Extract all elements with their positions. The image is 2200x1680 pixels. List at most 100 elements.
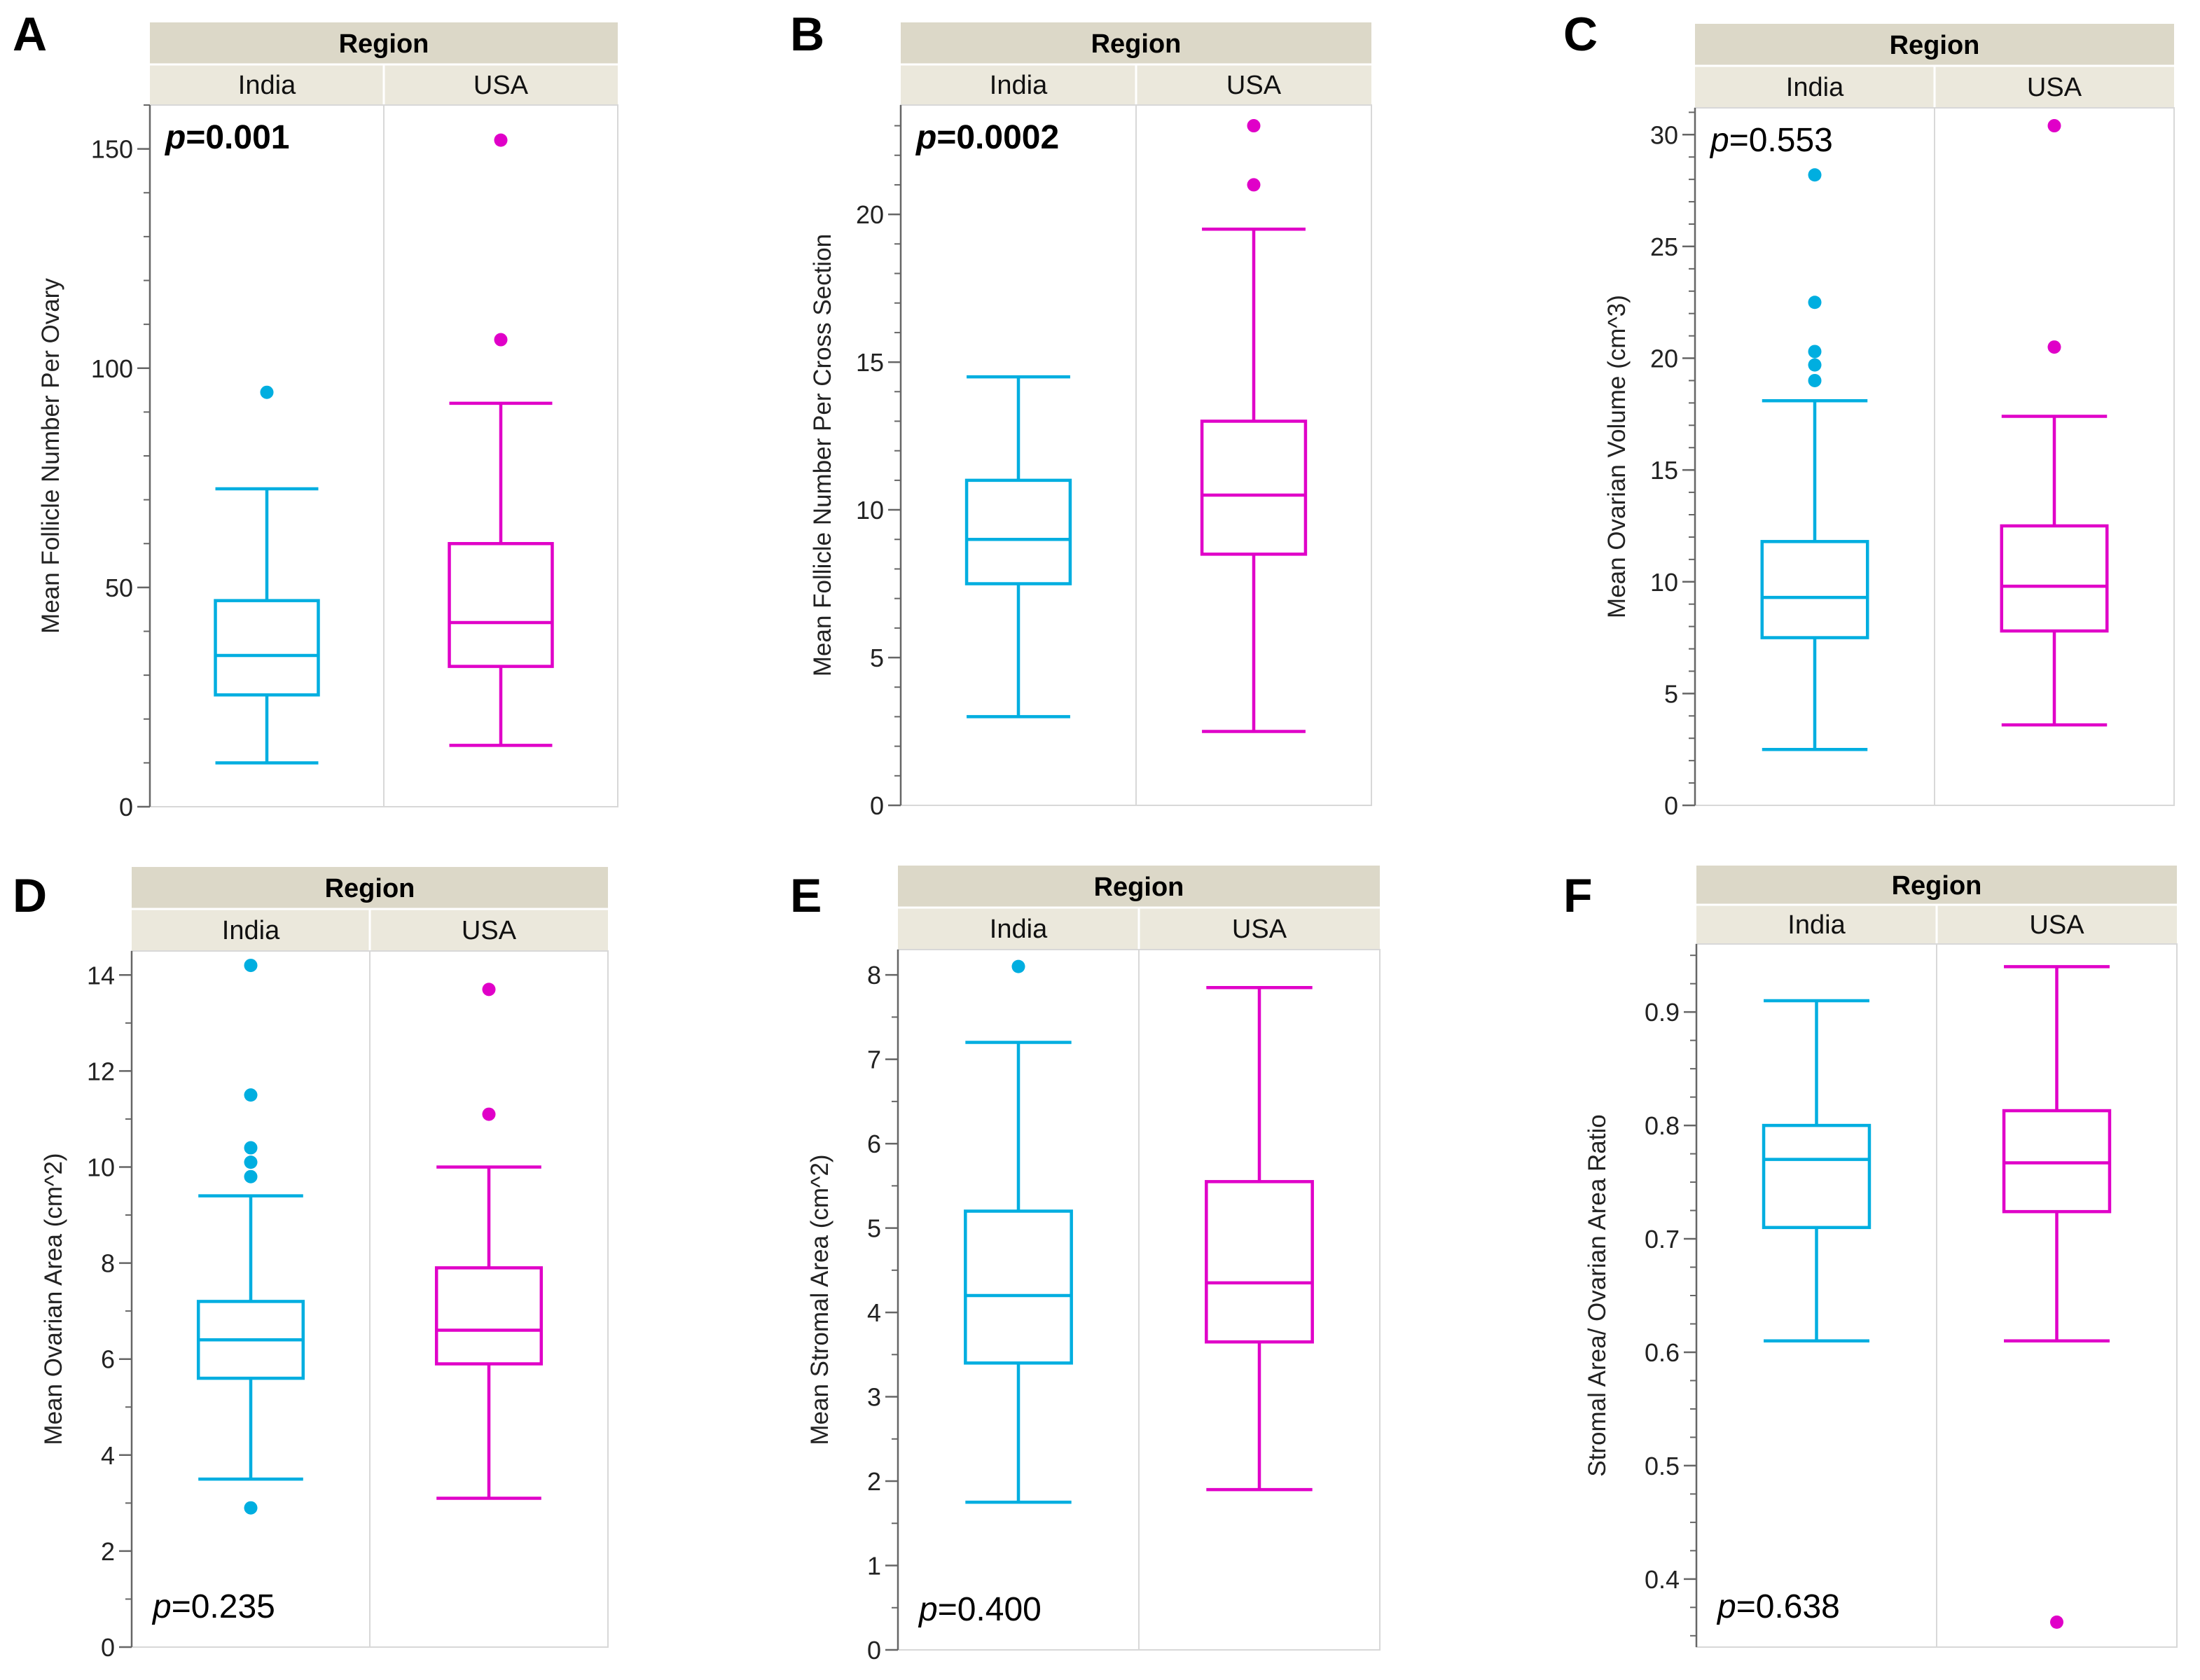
panel-c: C Region India USA 0 5 10 15 20 25 30 Mean Ovarian … [1563,8,2175,820]
panel-a: A Region India USA 0 50 100 150 Mean Follicle Nu… [13,8,618,821]
box-iqr-india [964,1209,1073,1365]
panel-letter-b: B [790,8,824,61]
box-iqr-usa [1200,419,1308,556]
outlier-point-india [1808,345,1822,359]
header-category-usa: USA [462,916,517,945]
p-symbol: p [915,119,936,156]
header-category-india: India [238,71,296,100]
outlier-point-india [1808,168,1822,182]
boxplot-india [1762,999,1872,1343]
box-iqr-usa [448,542,554,668]
p-value-number: =0.235 [172,1588,275,1625]
y-tick-label: 4 [101,1441,115,1470]
outlier-point-usa [2047,119,2061,133]
header-band-e [898,866,1380,908]
p-value-a: p=0.001 [164,119,289,156]
p-symbol: p [1716,1588,1736,1625]
y-tick-label: 2 [101,1537,115,1566]
outlier-point-usa [2047,340,2061,354]
y-tick-label: 0.5 [1645,1452,1680,1480]
box-iqr-usa [1205,1180,1314,1344]
header-category-india: India [222,916,280,945]
y-tick-label: 10 [856,496,884,525]
p-value-number: =0.553 [1729,122,1833,159]
outlier-point-india [244,1088,258,1102]
y-axis-label-f: Stromal Area/ Ovarian Area Ratio [1584,1114,1611,1476]
box-iqr-usa [2002,1109,2112,1214]
y-tick-label: 14 [87,961,115,990]
y-tick-label: 0.6 [1645,1338,1680,1367]
header-title-b: Region [1091,29,1182,59]
panel-b: B Region India USA 0 5 10 15 20 Mean Follicle Num… [790,8,1372,820]
boxplot-india [964,1041,1073,1504]
y-axis-label-e: Mean Stromal Area (cm^2) [806,1154,833,1445]
outlier-point-usa [494,133,508,147]
box-iqr-india [214,599,320,697]
outlier-point-india [1011,959,1025,973]
p-symbol: p [164,119,186,156]
boxplot-usa [1200,227,1308,733]
y-tick-label: 10 [87,1153,115,1181]
panel-letter-c: C [1563,8,1598,61]
y-tick-label: 7 [867,1046,881,1074]
boxplot-usa [2002,965,2112,1343]
outlier-point-india [1808,358,1822,372]
panel-d: D Region India USA 0 2 4 6 8 10 12 14 Mean Ovarian A… [13,867,609,1662]
boxplot-usa [1205,985,1314,1492]
panel-e: E Region India USA 0 1 2 3 4 5 6 7 8 Mean Stromal Are… [790,866,1381,1665]
y-axis-label-a: Mean Follicle Number Per Ovary [37,278,64,634]
header-category-usa: USA [1232,915,1287,944]
p-value-d: p=0.235 [151,1588,275,1625]
p-value-f: p=0.638 [1716,1588,1840,1625]
y-tick-label: 150 [91,135,133,164]
header-band-a [150,22,618,64]
outlier-point-india [244,959,258,973]
y-axis-label-b: Mean Follicle Number Per Cross Section [809,234,836,676]
outlier-point-india [244,1141,258,1155]
y-tick-label: 0.4 [1645,1565,1680,1594]
box-iqr-india [1762,1123,1872,1230]
header-category-india: India [990,915,1048,944]
outlier-point-india [1808,373,1822,387]
y-tick-label: 0.8 [1645,1111,1680,1140]
box-iqr-india [964,478,1072,585]
y-tick-label: 10 [1650,568,1678,597]
header-title-c: Region [1890,31,1980,60]
y-axis-label-c: Mean Ovarian Volume (cm^3) [1603,295,1631,618]
y-tick-label: 15 [856,348,884,377]
p-value-number: =0.638 [1736,1588,1840,1625]
y-tick-label: 0 [867,1636,881,1665]
header-category-usa: USA [2029,910,2084,940]
y-tick-label: 6 [101,1345,115,1374]
p-symbol: p [918,1591,938,1628]
header-category-usa: USA [2027,73,2082,102]
y-tick-label: 5 [1664,679,1678,708]
outlier-point-india [260,385,274,399]
panel-letter-f: F [1563,869,1593,922]
y-tick-label: 50 [105,574,133,602]
y-axis-label-d: Mean Ovarian Area (cm^2) [40,1153,67,1445]
outlier-point-usa [482,983,496,997]
boxplot-usa [448,401,554,747]
y-tick-label: 25 [1650,232,1678,261]
boxplot-india [196,1194,305,1481]
header-band-d [132,867,608,909]
boxplot-india [214,487,320,765]
boxplot-india [964,375,1072,718]
y-tick-label: 0 [101,1633,115,1662]
outlier-point-usa [1247,178,1261,192]
y-tick-label: 5 [870,644,884,672]
p-value-b: p=0.0002 [915,119,1059,156]
outlier-point-india [1808,296,1822,310]
y-tick-label: 30 [1650,120,1678,149]
box-iqr-usa [434,1266,544,1366]
panel-letter-d: D [13,869,47,922]
header-title-f: Region [1892,871,1982,901]
panel-letter-e: E [790,869,822,922]
outlier-point-usa [1247,119,1261,133]
header-category-usa: USA [1226,71,1282,100]
header-band-b [901,22,1371,64]
y-tick-label: 3 [867,1383,881,1412]
box-iqr-usa [2000,524,2109,633]
